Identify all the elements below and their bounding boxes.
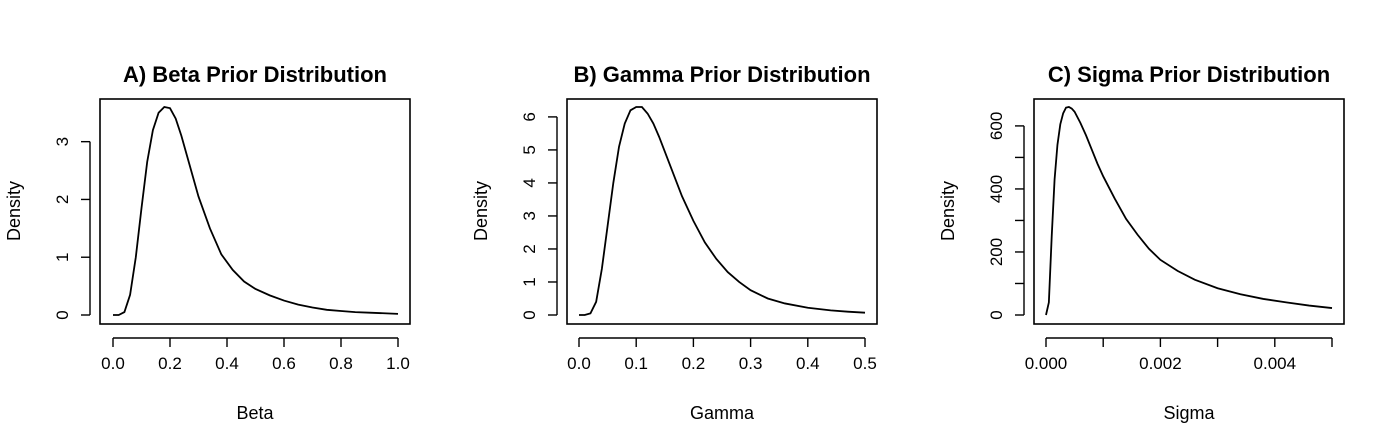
panel-a: A) Beta Prior Distribution Beta Density …: [4, 62, 411, 423]
panel-c-y-tick-label: 0: [987, 310, 1006, 319]
panel-a-x-tick-label: 0.8: [329, 354, 353, 373]
panel-a-x-tick-label: 0.6: [272, 354, 296, 373]
panel-a-density-line: [113, 106, 399, 316]
panel-b-y-tick-label: 0: [520, 310, 539, 319]
panel-c-density-line: [1045, 106, 1333, 316]
panel-b-x-tick-label: 0.4: [796, 354, 820, 373]
panel-b-y-tick-label: 1: [520, 277, 539, 286]
panel-a-x-tick-label: 0.2: [158, 354, 182, 373]
panel-a-y-axis-label: Density: [4, 181, 24, 241]
panel-c-y-tick-label: 200: [987, 238, 1006, 266]
panel-a-x-tick-label: 0.0: [101, 354, 125, 373]
panel-b-x-tick-label: 0.3: [739, 354, 763, 373]
panel-c: C) Sigma Prior Distribution Sigma Densit…: [938, 62, 1345, 423]
panel-a-y-tick-label: 2: [53, 195, 72, 204]
panel-c-y-axis-label: Density: [938, 181, 958, 241]
panel-b-y-tick-label: 5: [520, 145, 539, 154]
panel-b: B) Gamma Prior Distribution Gamma Densit…: [471, 62, 878, 423]
panel-c-y-ticks: 0 200 400 600: [987, 112, 1025, 320]
panel-b-x-axis-label: Gamma: [690, 403, 755, 423]
panel-b-y-ticks: 0 1 2 3 4 5 6: [520, 112, 558, 320]
panel-a-x-tick-label: 1.0: [386, 354, 410, 373]
panel-c-x-tick-label: 0.002: [1139, 354, 1182, 373]
panel-a-plot-box: [99, 98, 411, 325]
panel-a-x-ticks: 0.0 0.2 0.4 0.6 0.8 1.0: [101, 337, 410, 373]
panel-b-title: B) Gamma Prior Distribution: [573, 62, 870, 87]
panel-c-plot-box: [1033, 98, 1345, 325]
panel-a-x-axis-label: Beta: [236, 403, 274, 423]
panel-b-y-axis-label: Density: [471, 181, 491, 241]
panel-a-y-ticks: 0 1 2 3: [53, 137, 91, 320]
panel-c-x-tick-label: 0.004: [1254, 354, 1297, 373]
panel-c-y-tick-label: 400: [987, 175, 1006, 203]
panel-b-x-tick-label: 0.1: [624, 354, 648, 373]
panel-b-y-tick-label: 6: [520, 112, 539, 121]
panel-b-x-tick-label: 0.2: [682, 354, 706, 373]
panel-a-y-tick-label: 3: [53, 137, 72, 146]
panel-a-y-tick-label: 0: [53, 310, 72, 319]
panel-b-density-line: [579, 106, 866, 316]
panel-a-y-tick-label: 1: [53, 252, 72, 261]
panel-a-title: A) Beta Prior Distribution: [123, 62, 387, 87]
panel-b-y-tick-label: 4: [520, 178, 539, 187]
panel-b-x-ticks: 0.0 0.1 0.2 0.3 0.4 0.5: [567, 337, 877, 373]
panel-c-x-axis-label: Sigma: [1163, 403, 1215, 423]
panel-c-x-tick-label: 0.000: [1025, 354, 1068, 373]
panel-a-x-tick-label: 0.4: [215, 354, 239, 373]
panel-c-x-ticks: 0.000 0.002 0.004: [1025, 337, 1333, 373]
panel-b-x-tick-label: 0.5: [853, 354, 877, 373]
panel-c-y-tick-label: 600: [987, 112, 1006, 140]
panel-b-plot-box: [566, 98, 878, 325]
panel-b-y-tick-label: 3: [520, 211, 539, 220]
panel-b-y-tick-label: 2: [520, 244, 539, 253]
panel-b-x-tick-label: 0.0: [567, 354, 591, 373]
panel-c-title: C) Sigma Prior Distribution: [1048, 62, 1330, 87]
